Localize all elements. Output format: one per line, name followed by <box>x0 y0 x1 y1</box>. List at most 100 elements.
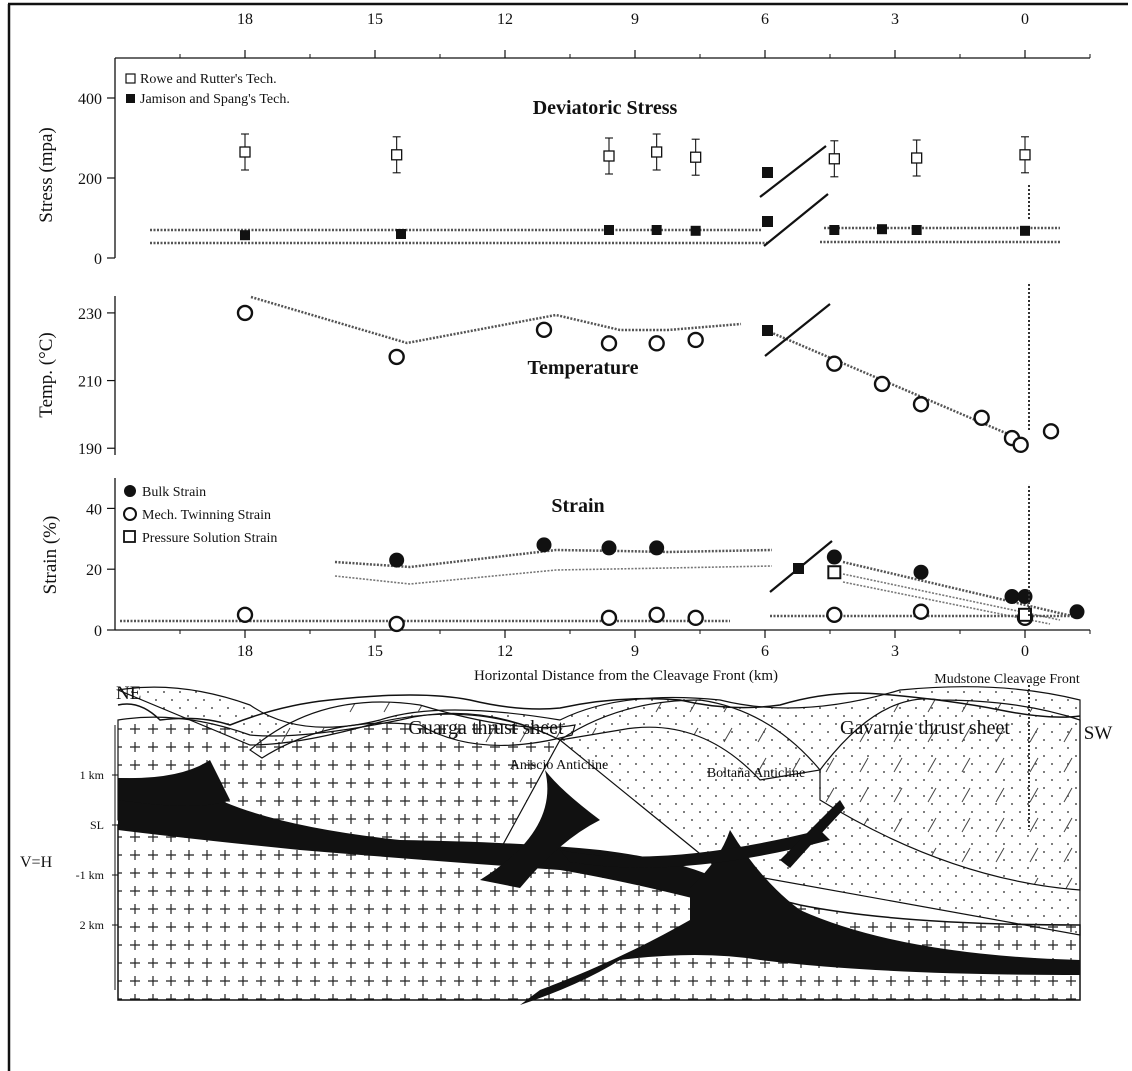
data-point-open-circle <box>648 335 665 352</box>
strain-ylabel: Strain (%) <box>40 516 61 595</box>
scale-label: V=H <box>20 854 53 871</box>
data-point-filled-circle <box>826 549 842 565</box>
label-sw: SW <box>1084 723 1113 744</box>
bottom-tick-label: 3 <box>891 643 899 660</box>
x-axis-label: Horizontal Distance from the Cleavage Fr… <box>474 668 778 684</box>
data-point-filled-circle <box>1069 604 1085 620</box>
aniscio-label: Aniscio Anticline <box>510 758 608 773</box>
y-tick-label: 190 <box>78 441 102 458</box>
strain-title: Strain <box>551 495 604 517</box>
top-tick-label: 12 <box>497 11 513 28</box>
data-point-open-circle <box>236 304 254 322</box>
data-point-open-square <box>690 151 702 163</box>
temp-title: Temperature <box>527 357 638 379</box>
data-point-open-square <box>651 146 663 158</box>
label-ne: NE <box>116 683 141 704</box>
cleavage-front-label: Mudstone Cleavage Front <box>934 672 1080 687</box>
data-point-open-circle <box>600 335 618 352</box>
top-tick-label: 0 <box>1021 11 1029 28</box>
top-axis: 18 15 12 9 6 3 0 <box>115 11 1091 59</box>
y-tick-label: 20 <box>86 562 102 579</box>
stress-legend-jamison: Jamison and Spang's Tech. <box>140 92 290 107</box>
strain-panel: 0 20 40 18 15 12 9 6 3 0 Strain (%) Strain Bulk … <box>40 478 1091 684</box>
data-point-open-circle <box>687 609 704 627</box>
data-point-filled-square <box>396 229 406 239</box>
strain-legend-twinning: Mech. Twinning Strain <box>142 508 271 523</box>
top-tick-label: 15 <box>367 11 383 28</box>
strain-legend: Bulk Strain Mech. Twinning Strain Pressu… <box>123 485 277 546</box>
cross-section: 1 km SL -1 km 2 km V=H NE SW Guarga thru… <box>20 683 1112 1005</box>
data-point-open-circle <box>1012 436 1029 454</box>
stress-legend-rowe: Rowe and Rutter's Tech. <box>140 72 277 87</box>
top-tick-label: 6 <box>761 11 769 28</box>
bottom-tick-label: 0 <box>1021 643 1029 660</box>
top-tick-label: 9 <box>631 11 639 28</box>
strain-legend-pressure: Pressure Solution Strain <box>142 531 277 546</box>
data-point-filled-square <box>1020 225 1030 236</box>
data-point-open-circle <box>388 348 405 366</box>
stress-title: Deviatoric Stress <box>533 97 678 119</box>
data-point-open-circle <box>535 321 553 339</box>
data-point-open-circle <box>388 615 405 633</box>
data-point-filled-square <box>690 225 701 236</box>
stress-ylabel: Stress (mpa) <box>36 127 57 223</box>
data-point-filled-square <box>829 225 840 235</box>
data-point-open-square <box>828 153 840 165</box>
data-point-open-circle <box>1042 423 1060 440</box>
top-tick-label: 3 <box>891 11 899 28</box>
guarga-label: Guarga thrust sheet <box>408 717 564 739</box>
data-point-open-square <box>239 146 251 158</box>
data-point-filled-circle <box>1017 589 1033 605</box>
temp-ylabel: Temp. (°C) <box>36 332 57 417</box>
data-point-open-circle <box>687 331 704 349</box>
y-tick-label: 400 <box>78 91 102 108</box>
data-point-open-square <box>603 150 615 162</box>
y-tick-label: 200 <box>78 171 102 188</box>
y-tick-label: 230 <box>78 306 102 323</box>
stress-panel: 0 200 400 Stress (mpa) Deviatoric Stress R… <box>36 58 1060 268</box>
data-point-filled-circle <box>389 552 405 568</box>
data-point-open-circle <box>973 409 990 426</box>
data-point-filled-circle <box>536 537 552 553</box>
depth-1km: 1 km <box>80 768 105 782</box>
data-point-filled-square <box>604 225 614 235</box>
data-point-open-circle <box>912 396 930 413</box>
data-point-filled-square <box>240 230 250 241</box>
boltana-label: Boltaña Anticline <box>707 766 805 781</box>
gavarnie-label: Gavarnie thrust sheet <box>840 717 1010 739</box>
bottom-tick-label: 6 <box>761 643 769 660</box>
data-point-filled-circle <box>649 540 665 556</box>
bottom-tick-label: 18 <box>237 643 253 660</box>
y-tick-label: 40 <box>86 501 102 518</box>
data-point-filled-square <box>911 225 922 235</box>
data-point-open-square <box>827 565 842 580</box>
data-point-open-square <box>391 149 403 161</box>
data-point-open-circle <box>648 606 665 623</box>
data-point-open-square <box>911 152 923 164</box>
data-point-open-circle <box>873 375 891 393</box>
data-point-filled-square <box>651 225 662 235</box>
bottom-tick-label: 12 <box>497 643 513 660</box>
top-tick-label: 18 <box>237 11 253 28</box>
y-tick-label: 210 <box>78 374 102 391</box>
data-point-open-square <box>1019 149 1031 161</box>
data-point-open-circle <box>826 355 843 372</box>
depth-2km: 2 km <box>80 918 105 932</box>
depth-sl: SL <box>90 818 104 832</box>
depth-minus1km: -1 km <box>76 868 105 882</box>
data-point-open-circle <box>912 603 930 620</box>
bottom-tick-label: 15 <box>367 643 383 660</box>
data-point-open-circle <box>236 606 254 623</box>
temperature-panel: 190 210 230 Temp. (°C) Temperature <box>36 295 1060 458</box>
data-point-open-circle <box>826 606 843 623</box>
y-tick-label: 0 <box>94 623 102 640</box>
stress-legend: Rowe and Rutter's Tech. Jamison and Span… <box>125 72 290 107</box>
y-tick-label: 0 <box>94 251 102 268</box>
data-point-filled-circle <box>601 540 617 556</box>
strain-legend-bulk: Bulk Strain <box>142 485 206 500</box>
data-point-filled-circle <box>1004 589 1020 605</box>
data-point-filled-circle <box>913 564 929 580</box>
bottom-tick-label: 9 <box>631 643 639 660</box>
data-point-open-circle <box>600 609 618 627</box>
